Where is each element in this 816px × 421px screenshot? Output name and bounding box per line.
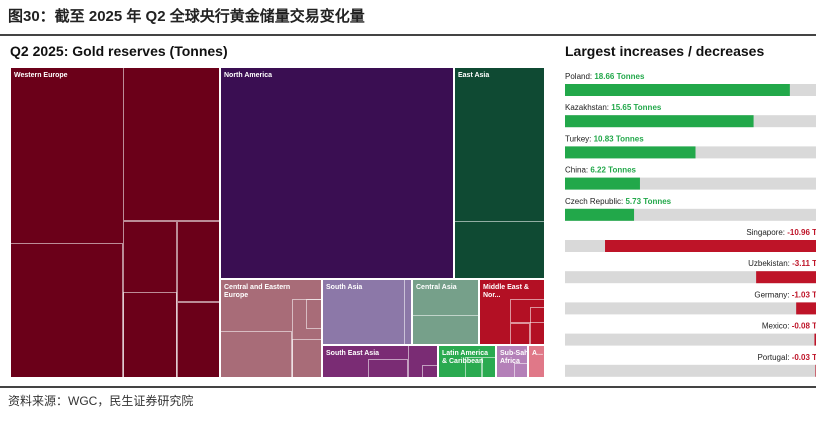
bottom-rule bbox=[0, 386, 816, 388]
bar[interactable] bbox=[565, 115, 754, 127]
bar-value-label: 18.66 Tonnes bbox=[594, 72, 645, 81]
bar-value-label: -10.96 Tonnes bbox=[787, 228, 816, 237]
bar[interactable] bbox=[565, 84, 790, 96]
bar-label: Singapore: -10.96 Tonnes bbox=[746, 228, 816, 237]
bar-chart: Poland: 18.66 Tonnes Kazakhstan: 15.65 To… bbox=[563, 67, 816, 378]
treemap-tile-north-america[interactable] bbox=[221, 68, 454, 279]
treemap-label: East Asia bbox=[458, 72, 489, 79]
bar-track bbox=[565, 365, 816, 377]
treemap-tile-east-asia[interactable] bbox=[455, 68, 545, 279]
bar-track bbox=[565, 302, 816, 314]
bar[interactable] bbox=[565, 146, 696, 158]
bar-country: China: bbox=[565, 166, 590, 175]
bar-value-label: 6.22 Tonnes bbox=[590, 166, 636, 175]
bar-label: Uzbekistan: -3.11 Tonnes bbox=[748, 259, 816, 268]
bar-track bbox=[565, 334, 816, 346]
treemap-label: South East Asia bbox=[326, 350, 379, 357]
bar-country: Germany: bbox=[754, 290, 791, 299]
bar[interactable] bbox=[605, 240, 816, 252]
bar-label: Portugal: -0.03 Tonnes bbox=[757, 353, 816, 362]
bar-label: China: 6.22 Tonnes bbox=[565, 166, 637, 175]
bar-value-label: -0.03 Tonnes bbox=[792, 353, 816, 362]
treemap-label: South Asia bbox=[326, 284, 362, 291]
treemap-label: Central Asia bbox=[416, 284, 457, 291]
bar[interactable] bbox=[565, 178, 640, 190]
treemap-label: A... bbox=[532, 350, 543, 357]
bar-value-label: -3.11 Tonnes bbox=[792, 259, 816, 268]
bar-label: Poland: 18.66 Tonnes bbox=[565, 72, 645, 81]
bar-country: Turkey: bbox=[565, 134, 594, 143]
bar-value-label: 15.65 Tonnes bbox=[611, 103, 662, 112]
bar-country: Kazakhstan: bbox=[565, 103, 611, 112]
treemap-label: Latin America & Caribbean bbox=[442, 350, 488, 365]
bar[interactable] bbox=[565, 209, 634, 221]
figure-title: 图30：截至 2025 年 Q2 全球央行黄金储量交易变化量 bbox=[8, 5, 365, 26]
treemap-label: Western Europe bbox=[14, 72, 68, 79]
bar-country: Portugal: bbox=[757, 353, 791, 362]
bar-country: Uzbekistan: bbox=[748, 259, 792, 268]
bars-title: Largest increases / decreases bbox=[565, 43, 764, 59]
bar-label: Czech Republic: 5.73 Tonnes bbox=[565, 197, 672, 206]
bar-value-label: -1.03 Tonnes bbox=[792, 290, 816, 299]
bar[interactable] bbox=[796, 302, 816, 314]
bar-value-label: 5.73 Tonnes bbox=[625, 197, 671, 206]
bar-value-label: -0.08 Tonnes bbox=[792, 322, 816, 331]
bar-value-label: 10.83 Tonnes bbox=[594, 134, 645, 143]
bar-country: Poland: bbox=[565, 72, 594, 81]
treemap-label: North America bbox=[224, 72, 272, 79]
bar-country: Czech Republic: bbox=[565, 197, 625, 206]
bar-label: Germany: -1.03 Tonnes bbox=[754, 290, 816, 299]
bar-label: Kazakhstan: 15.65 Tonnes bbox=[565, 103, 662, 112]
source-note: 资料来源：WGC，民生证券研究院 bbox=[8, 392, 193, 409]
bar[interactable] bbox=[756, 271, 816, 283]
bar-country: Singapore: bbox=[746, 228, 787, 237]
treemap-chart: Western Europe North America East Asia Cent… bbox=[10, 67, 545, 378]
treemap-title: Q2 2025: Gold reserves (Tonnes) bbox=[10, 43, 228, 59]
bar-label: Turkey: 10.83 Tonnes bbox=[565, 134, 644, 143]
bar-country: Mexico: bbox=[762, 322, 792, 331]
treemap-tile-western-europe[interactable] bbox=[11, 68, 220, 378]
bar-label: Mexico: -0.08 Tonnes bbox=[762, 322, 816, 331]
top-rule bbox=[0, 34, 816, 36]
